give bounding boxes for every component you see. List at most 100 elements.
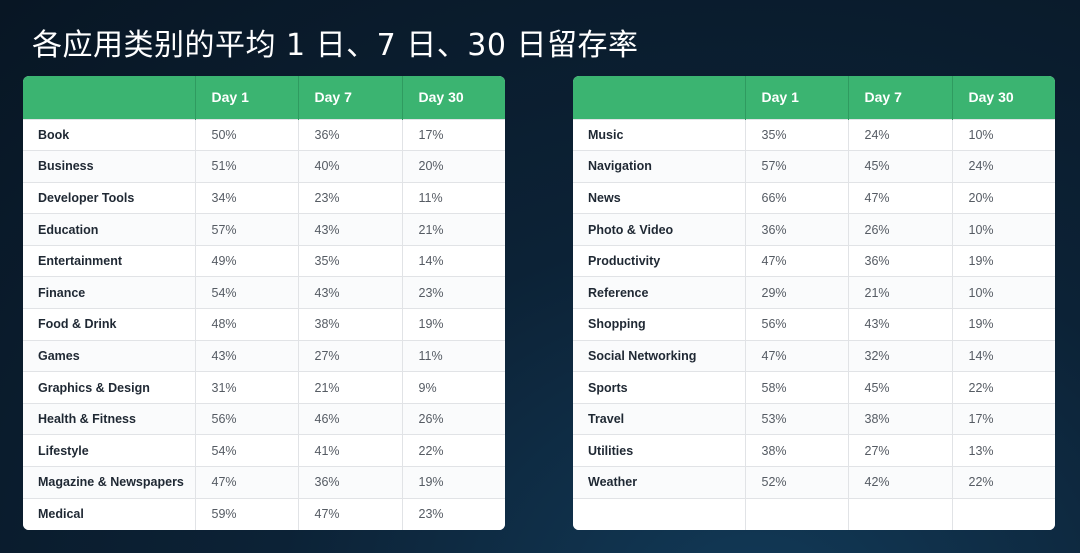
day1-cell: 31% (194, 371, 298, 404)
header-day1: Day 1 (744, 76, 848, 119)
table-header-row: Day 1 Day 7 Day 30 (23, 76, 505, 119)
category-cell: Weather (573, 466, 745, 499)
day30-cell: 10% (951, 276, 1055, 309)
table-row: Travel 53% 38% 17% (573, 402, 1055, 435)
day7-cell (847, 497, 952, 530)
table-row: Book 50% 36% 17% (23, 118, 505, 151)
header-category (23, 76, 195, 119)
day1-cell: 35% (744, 118, 848, 151)
table-row: Navigation 57% 45% 24% (573, 150, 1055, 183)
day7-cell: 36% (297, 466, 402, 499)
day7-cell: 36% (297, 118, 402, 151)
day1-cell: 48% (194, 308, 298, 341)
day1-cell: 47% (744, 339, 848, 372)
category-cell: Finance (23, 276, 195, 309)
table-row: Games 43% 27% 11% (23, 339, 505, 372)
day1-cell: 47% (194, 466, 298, 499)
day7-cell: 43% (297, 213, 402, 246)
category-cell: Magazine & Newspapers (23, 466, 195, 499)
table-row: Entertainment 49% 35% 14% (23, 244, 505, 277)
day7-cell: 24% (847, 118, 952, 151)
day30-cell: 10% (951, 118, 1055, 151)
table-row: Education 57% 43% 21% (23, 213, 505, 246)
day1-cell: 58% (744, 371, 848, 404)
day1-cell: 51% (194, 150, 298, 183)
day7-cell: 21% (297, 371, 402, 404)
day7-cell: 36% (847, 244, 952, 277)
day7-cell: 47% (847, 181, 952, 214)
day30-cell: 19% (401, 466, 505, 499)
day30-cell: 14% (401, 244, 505, 277)
day1-cell: 43% (194, 339, 298, 372)
day1-cell: 36% (744, 213, 848, 246)
table-header-row: Day 1 Day 7 Day 30 (573, 76, 1055, 119)
day30-cell: 21% (401, 213, 505, 246)
table-row: Health & Fitness 56% 46% 26% (23, 402, 505, 435)
table-row: Finance 54% 43% 23% (23, 276, 505, 309)
day7-cell: 46% (297, 402, 402, 435)
day30-cell: 26% (401, 402, 505, 435)
category-cell: Games (23, 339, 195, 372)
table-body: Book 50% 36% 17% Business 51% 40% 20% Developer … (23, 118, 505, 530)
day7-cell: 42% (847, 466, 952, 499)
day1-cell: 50% (194, 118, 298, 151)
table-row: Shopping 56% 43% 19% (573, 308, 1055, 341)
day1-cell: 52% (744, 466, 848, 499)
day7-cell: 41% (297, 434, 402, 467)
day30-cell: 11% (401, 339, 505, 372)
day7-cell: 43% (847, 308, 952, 341)
day7-cell: 23% (297, 181, 402, 214)
category-cell: Education (23, 213, 195, 246)
day30-cell: 19% (951, 308, 1055, 341)
header-day7: Day 7 (297, 76, 402, 119)
day1-cell: 57% (194, 213, 298, 246)
category-cell (573, 497, 745, 530)
table-row: Lifestyle 54% 41% 22% (23, 434, 505, 467)
day7-cell: 27% (847, 434, 952, 467)
day7-cell: 26% (847, 213, 952, 246)
right-retention-table: Day 1 Day 7 Day 30 Music 35% 24% 10% Navigat… (573, 76, 1055, 530)
category-cell: Food & Drink (23, 308, 195, 341)
category-cell: Entertainment (23, 244, 195, 277)
category-cell: Travel (573, 402, 745, 435)
day30-cell: 23% (401, 497, 505, 530)
table-row: Magazine & Newspapers 47% 36% 19% (23, 466, 505, 499)
category-cell: Graphics & Design (23, 371, 195, 404)
day30-cell: 19% (401, 308, 505, 341)
day30-cell: 13% (951, 434, 1055, 467)
category-cell: Developer Tools (23, 181, 195, 214)
day30-cell: 17% (951, 402, 1055, 435)
day1-cell: 53% (744, 402, 848, 435)
day1-cell: 66% (744, 181, 848, 214)
table-row: Productivity 47% 36% 19% (573, 244, 1055, 277)
category-cell: Photo & Video (573, 213, 745, 246)
category-cell: Productivity (573, 244, 745, 277)
day7-cell: 40% (297, 150, 402, 183)
table-row: Utilities 38% 27% 13% (573, 434, 1055, 467)
table-row: Food & Drink 48% 38% 19% (23, 308, 505, 341)
table-row: Graphics & Design 31% 21% 9% (23, 371, 505, 404)
category-cell: Social Networking (573, 339, 745, 372)
day30-cell: 9% (401, 371, 505, 404)
day30-cell: 22% (401, 434, 505, 467)
table-row: Social Networking 47% 32% 14% (573, 339, 1055, 372)
table-row: Music 35% 24% 10% (573, 118, 1055, 151)
table-row: News 66% 47% 20% (573, 181, 1055, 214)
table-row: Business 51% 40% 20% (23, 150, 505, 183)
category-cell: Utilities (573, 434, 745, 467)
day30-cell: 24% (951, 150, 1055, 183)
day7-cell: 43% (297, 276, 402, 309)
header-day30: Day 30 (401, 76, 505, 119)
table-body: Music 35% 24% 10% Navigation 57% 45% 24% News 66%… (573, 118, 1055, 530)
day7-cell: 27% (297, 339, 402, 372)
day1-cell: 59% (194, 497, 298, 530)
day1-cell: 54% (194, 434, 298, 467)
page-title: 各应用类别的平均 1 日、7 日、30 日留存率 (32, 28, 639, 63)
category-cell: Reference (573, 276, 745, 309)
day30-cell: 17% (401, 118, 505, 151)
category-cell: News (573, 181, 745, 214)
header-category (573, 76, 745, 119)
day7-cell: 38% (847, 402, 952, 435)
category-cell: Health & Fitness (23, 402, 195, 435)
day1-cell (744, 497, 848, 530)
